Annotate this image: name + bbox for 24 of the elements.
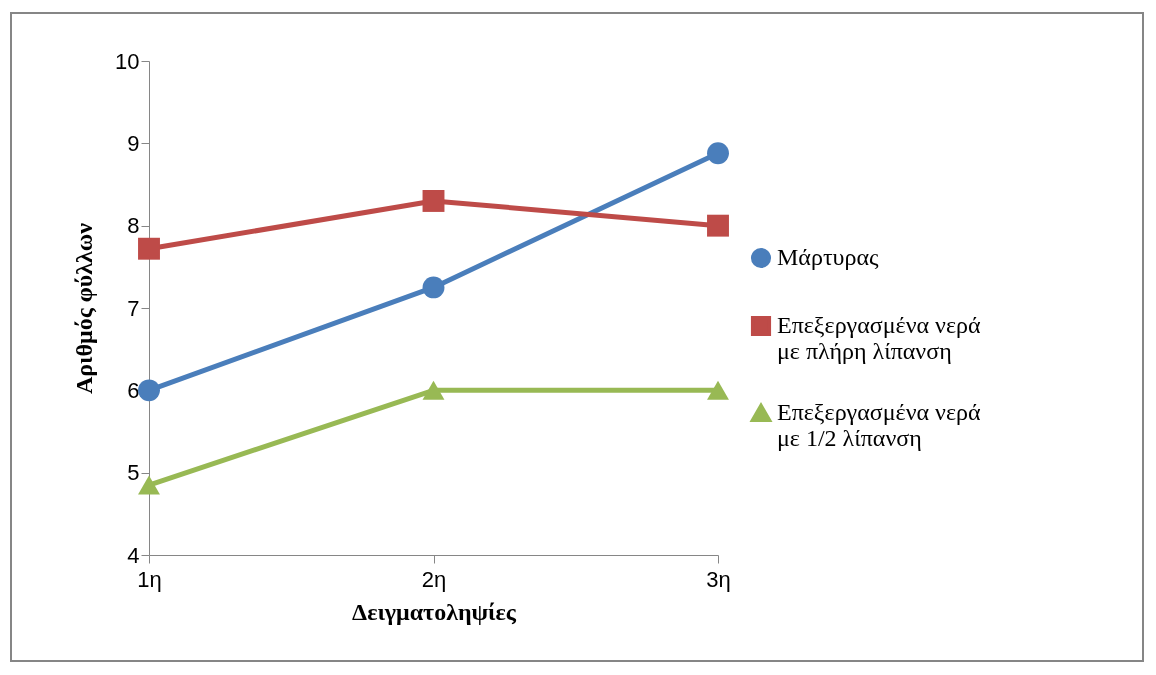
point <box>707 380 729 400</box>
point <box>138 475 160 495</box>
y-tick-label: 9 <box>127 130 140 156</box>
point <box>138 379 160 402</box>
legend-label: Επεξεργασμένα νερά με 1/2 λίπανση <box>777 399 981 451</box>
point <box>422 380 445 400</box>
y-tick-label: 6 <box>127 377 140 403</box>
x-tick-label: 3η <box>706 566 731 592</box>
x-axis-title: Δειγματοληψίες <box>352 598 517 625</box>
y-tick-label: 10 <box>115 48 140 74</box>
legend-label: Επεξεργασμένα νερά με πλήρη λίπανση <box>777 312 981 364</box>
x-tick-label: 2η <box>421 566 447 592</box>
point <box>422 276 445 299</box>
y-tick-label: 5 <box>127 460 140 486</box>
point <box>138 237 160 260</box>
point <box>707 142 729 165</box>
y-tick-label: 7 <box>127 295 140 321</box>
x-tick-label: 1η <box>137 566 162 592</box>
point <box>422 190 445 212</box>
legend-label: Μάρτυρας <box>777 244 879 270</box>
y-axis-title: Αριθμός φύλλων <box>71 222 98 395</box>
y-tick-label: 8 <box>127 213 140 239</box>
y-tick-label: 4 <box>127 542 140 568</box>
point <box>707 214 729 237</box>
